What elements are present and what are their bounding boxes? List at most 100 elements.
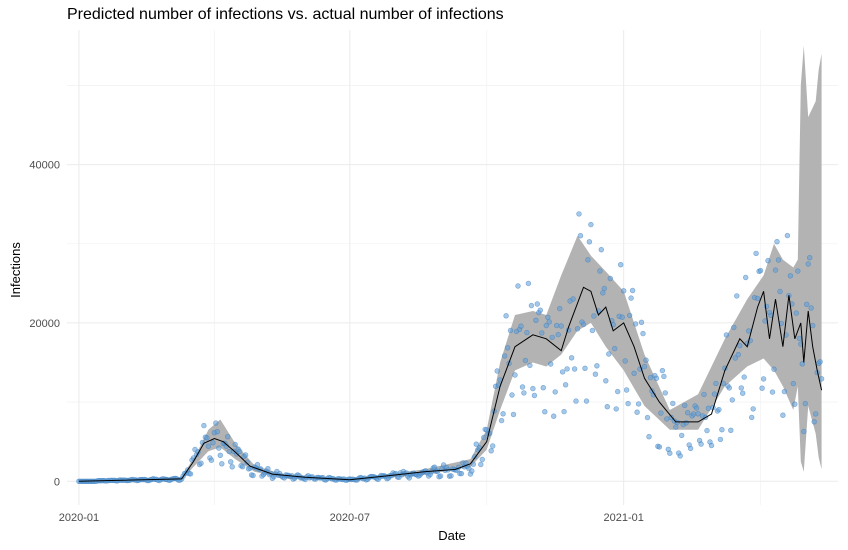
observed-point xyxy=(677,453,683,459)
observed-point xyxy=(550,413,557,419)
observed-point xyxy=(524,329,530,336)
observed-point xyxy=(205,443,212,449)
observed-point xyxy=(781,388,788,395)
predicted-line-layer xyxy=(78,286,823,482)
observed-point xyxy=(201,422,207,429)
observed-point xyxy=(656,444,663,450)
observed-point xyxy=(555,331,561,338)
observed-point xyxy=(726,385,732,391)
observed-point xyxy=(229,464,235,470)
observed-point xyxy=(653,375,660,381)
observed-point xyxy=(603,378,609,384)
observed-point xyxy=(594,363,600,369)
observed-point xyxy=(704,427,710,434)
observed-point xyxy=(507,327,514,334)
observed-point xyxy=(250,472,256,479)
observed-point xyxy=(600,290,606,296)
observed-point xyxy=(678,432,685,439)
observed-point xyxy=(481,434,487,441)
observed-point xyxy=(613,406,619,412)
observed-point xyxy=(647,374,654,381)
y-tick-label: 40000 xyxy=(29,160,60,172)
observed-point xyxy=(634,409,640,415)
observed-point xyxy=(604,404,610,410)
observed-point xyxy=(518,323,524,329)
observed-point xyxy=(742,274,749,281)
observed-point xyxy=(549,334,555,341)
confidence-band xyxy=(78,45,822,482)
observed-point xyxy=(562,382,569,388)
observed-point xyxy=(574,326,581,332)
observed-point xyxy=(780,412,786,418)
observed-point xyxy=(741,374,747,380)
observed-point xyxy=(556,305,563,312)
observed-point xyxy=(598,247,604,253)
observed-point xyxy=(601,285,607,292)
observed-point xyxy=(690,411,697,417)
observed-point xyxy=(198,460,204,466)
y-axis-ticks: 0 20000 40000 xyxy=(29,160,60,489)
observed-point xyxy=(635,401,642,407)
observed-point xyxy=(553,322,560,329)
observed-point xyxy=(503,313,509,319)
observed-point xyxy=(739,390,746,396)
observed-point xyxy=(626,312,633,319)
observed-point xyxy=(543,322,549,329)
observed-point xyxy=(530,385,536,392)
observed-point xyxy=(607,275,613,282)
observed-point xyxy=(643,357,649,363)
observed-point xyxy=(759,385,765,391)
observed-point xyxy=(208,457,215,463)
observed-point xyxy=(805,261,811,267)
observed-point xyxy=(644,414,651,421)
observed-point xyxy=(731,324,737,331)
observed-point xyxy=(806,255,813,261)
observed-point xyxy=(228,459,234,465)
observed-point xyxy=(705,405,712,411)
observed-point xyxy=(728,427,734,433)
observed-point xyxy=(559,369,566,375)
observed-point xyxy=(244,459,250,465)
observed-point xyxy=(681,402,688,409)
observed-point xyxy=(504,345,511,351)
observed-point xyxy=(561,408,567,415)
observed-point xyxy=(713,380,719,387)
y-tick-label: 0 xyxy=(54,476,60,488)
observed-point xyxy=(592,371,599,377)
observed-point xyxy=(501,353,508,359)
observed-point xyxy=(515,283,521,289)
observed-point xyxy=(510,411,517,418)
observed-point xyxy=(488,448,494,454)
observed-point xyxy=(237,448,243,455)
x-tick-label: 2020-07 xyxy=(330,512,370,524)
observed-point xyxy=(787,273,794,279)
observed-point xyxy=(597,268,603,274)
observed-point xyxy=(216,445,222,451)
observed-point xyxy=(591,313,597,319)
observed-point xyxy=(512,372,518,378)
observed-point xyxy=(748,414,755,421)
observed-point xyxy=(673,424,679,430)
observed-point xyxy=(811,419,817,425)
observed-point xyxy=(640,330,646,337)
observed-point xyxy=(586,239,593,245)
major-gridlines xyxy=(67,30,838,505)
observed-point xyxy=(658,410,664,416)
observed-point xyxy=(684,410,691,416)
observed-point xyxy=(219,461,225,467)
observed-point xyxy=(668,414,674,421)
observed-point xyxy=(625,400,631,407)
observed-point xyxy=(448,473,454,479)
observed-point xyxy=(611,345,618,352)
observed-point xyxy=(527,362,533,369)
observed-point xyxy=(533,317,539,323)
observed-point xyxy=(737,343,743,349)
observed-point xyxy=(469,468,475,474)
observed-point xyxy=(632,321,639,327)
predicted-line xyxy=(78,286,823,482)
observed-point xyxy=(729,397,735,403)
observed-point xyxy=(547,361,554,367)
observed-point xyxy=(809,322,816,329)
observed-point xyxy=(808,305,814,311)
